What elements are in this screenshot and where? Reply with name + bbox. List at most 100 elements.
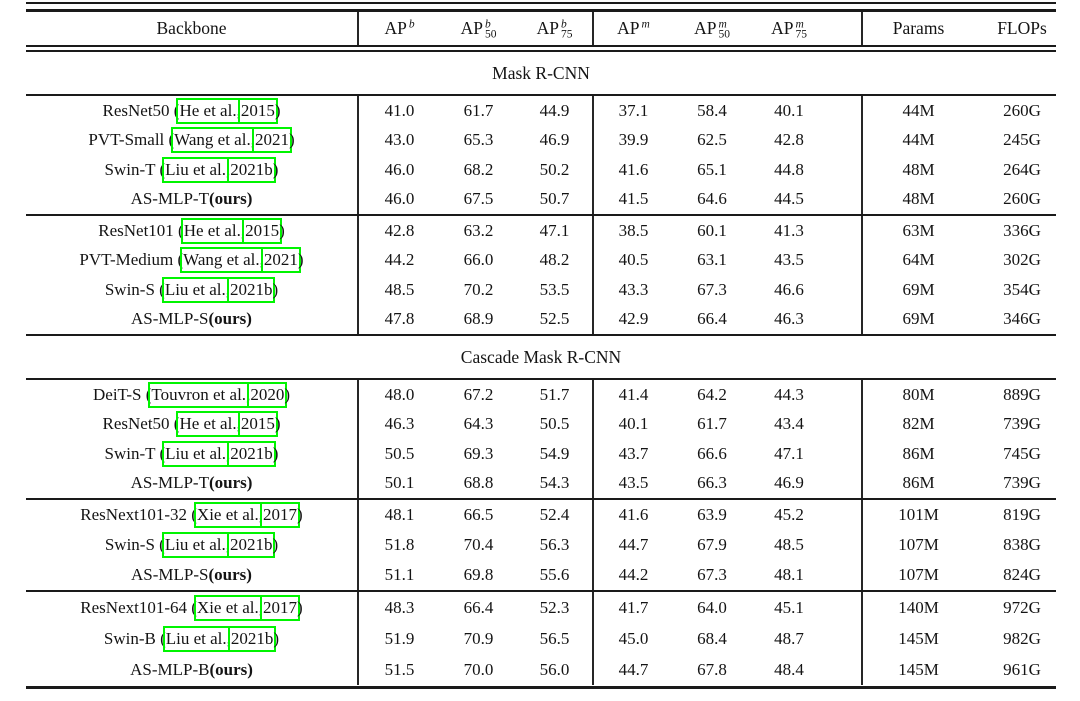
- citation-author-link[interactable]: Wang et al.: [180, 247, 263, 274]
- backbone-suffix: ): [274, 100, 281, 120]
- cell-ap-m: 40.5: [592, 245, 673, 275]
- backbone-cell: Swin-S (Liu et al., 2021b): [26, 530, 357, 560]
- citation-author-link[interactable]: He et al.: [180, 217, 244, 244]
- citation-year-link[interactable]: 2021b: [227, 156, 276, 183]
- citation-separator: ,: [246, 384, 251, 404]
- citation-author-link[interactable]: Liu et al.: [161, 532, 229, 558]
- cell-ap-m: 41.6: [592, 155, 673, 185]
- ours-label: (ours): [209, 659, 253, 679]
- cell-ap-b-50: 70.2: [463, 279, 494, 299]
- citation-author-link[interactable]: Liu et al.: [162, 625, 230, 652]
- citation-year-link[interactable]: 2021b: [227, 625, 277, 652]
- cell-ap-m: 41.7: [592, 592, 673, 623]
- header-label: Backbone: [156, 18, 227, 38]
- cell-ap-m-75: 46.6: [774, 279, 804, 299]
- cell-ap-m: 44.2: [592, 560, 673, 590]
- citation-year-link[interactable]: 2015: [237, 411, 278, 438]
- citation-author-link[interactable]: Touvron et al.: [148, 381, 250, 408]
- cell-ap-b-50: 64.3: [463, 414, 494, 434]
- cell-flops: 354G: [1003, 279, 1041, 299]
- citation-author-link[interactable]: Wang et al.: [171, 127, 254, 154]
- cell-flops: 745G: [1003, 443, 1041, 463]
- cell-params: 107M: [861, 560, 974, 590]
- cell-flops: 961G: [1003, 659, 1041, 679]
- cell-flops: 824G: [1003, 565, 1041, 584]
- citation-year-link[interactable]: 2015: [242, 217, 283, 244]
- citation-year-link[interactable]: 2017: [260, 594, 301, 621]
- cell-ap-m-75: 46.3: [774, 309, 804, 329]
- cell-ap-b-75: 48.2: [539, 250, 570, 270]
- citation-year-link[interactable]: 2021: [251, 127, 292, 154]
- block-divider-rule: [26, 214, 1056, 216]
- cell-params: 145M: [861, 623, 974, 654]
- cell-flops: 245G: [1003, 130, 1041, 150]
- citation-year-link[interactable]: 2021b: [227, 440, 276, 467]
- backbone-cell: Swin-B (Liu et al., 2021b): [26, 623, 357, 654]
- cell-ap-b-50: 70.4: [463, 535, 494, 554]
- cell-ap-b: 47.8: [357, 304, 440, 334]
- cell-ap-b-75: 50.7: [539, 189, 570, 209]
- citation-author-link[interactable]: Xie et al.: [193, 594, 262, 621]
- header-label: AP: [694, 18, 717, 38]
- block-divider-rule: [26, 498, 1056, 500]
- cell-ap-m-75: 45.2: [774, 505, 804, 524]
- header-supsub: m: [642, 18, 650, 39]
- cell-flops: 302G: [1003, 250, 1041, 270]
- ours-label: (ours): [208, 473, 253, 493]
- cell-ap-m: 43.3: [592, 275, 673, 305]
- backbone-name: Swin-B (: [103, 628, 166, 648]
- cell-flops: 346G: [1003, 309, 1041, 329]
- citation-author-link[interactable]: He et al.: [176, 411, 240, 438]
- cell-ap-b-50: 65.3: [463, 130, 494, 150]
- backbone-suffix: ): [297, 505, 303, 524]
- cell-ap-m: 38.5: [592, 216, 673, 246]
- cell-ap-b: 44.2: [357, 245, 440, 275]
- section-rule: [26, 378, 1056, 380]
- citation-year-link[interactable]: 2021: [260, 247, 301, 274]
- cell-ap-m-50: 64.6: [697, 189, 727, 209]
- cell-ap-b: 41.0: [357, 96, 440, 126]
- cell-ap-m-50: 66.3: [697, 473, 727, 493]
- cell-flops: 889G: [1003, 384, 1041, 404]
- cell-ap-b-75: 52.5: [539, 309, 570, 329]
- cell-ap-b-75: 54.3: [539, 473, 570, 493]
- header-supsub: b 50: [485, 18, 497, 40]
- cell-ap-b-50: 68.9: [463, 309, 494, 329]
- citation-separator: ,: [236, 414, 241, 434]
- citation-year-link[interactable]: 2021b: [227, 532, 276, 558]
- cell-params: 69M: [861, 304, 974, 334]
- header-rule-b: [26, 50, 1056, 52]
- section-title-cascade-mask-rcnn: Cascade Mask R-CNN: [26, 336, 1056, 378]
- header-cell-ap-b-50: AP b 50: [440, 12, 517, 45]
- cell-ap-b: 50.1: [357, 468, 440, 498]
- citation-author-link[interactable]: Liu et al.: [162, 440, 230, 467]
- cell-ap-m-75: 48.7: [774, 628, 804, 648]
- cell-ap-b: 48.3: [357, 592, 440, 623]
- backbone-name: ResNet101 (: [98, 220, 184, 240]
- backbone-cell: AS-MLP-B (ours): [26, 654, 357, 685]
- citation-year-link[interactable]: 2021b: [227, 276, 276, 303]
- cell-ap-b: 42.8: [357, 216, 440, 246]
- cell-ap-b-75: 44.9: [539, 100, 570, 120]
- citation-author-link[interactable]: Liu et al.: [161, 276, 229, 303]
- citation-author-link[interactable]: He et al.: [176, 97, 240, 124]
- backbone-cell: AS-MLP-S (ours): [26, 305, 357, 335]
- citation-author-link[interactable]: Liu et al.: [162, 156, 230, 183]
- cell-ap-m-75: 43.4: [774, 414, 804, 434]
- cell-ap-m: 41.6: [592, 500, 673, 530]
- cell-ap-b-75: 46.9: [539, 130, 570, 150]
- backbone-cell: AS-MLP-S (ours): [26, 560, 357, 590]
- table-block-cascade-3: ResNext101-64 (Xie et al., 2017) 48.3 66.4…: [26, 592, 1056, 685]
- citation-author-link[interactable]: Xie et al.: [193, 502, 262, 528]
- citation-year-link[interactable]: 2017: [260, 502, 301, 528]
- citation-year-link[interactable]: 2020: [247, 381, 288, 408]
- ours-label: (ours): [208, 565, 252, 584]
- backbone-name: PVT-Small (: [88, 130, 175, 150]
- cell-ap-m-50: 64.0: [697, 597, 727, 617]
- header-cell-ap-m-50: AP m 50: [673, 12, 751, 45]
- cell-ap-b-75: 52.3: [539, 597, 570, 617]
- citation-year-link[interactable]: 2015: [237, 97, 278, 124]
- cell-params: 107M: [861, 530, 974, 560]
- cell-ap-m-50: 64.2: [697, 384, 727, 404]
- backbone-name: ResNet50 (: [102, 100, 180, 120]
